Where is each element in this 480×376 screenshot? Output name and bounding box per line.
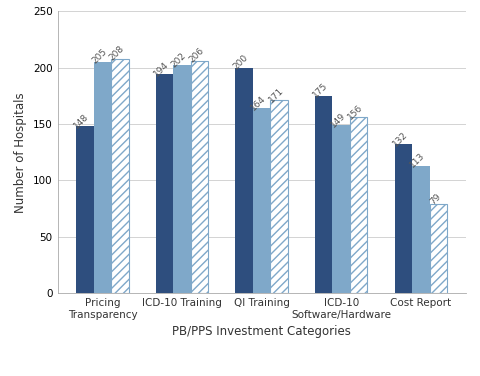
Bar: [395, 144, 412, 293]
Bar: [235, 68, 253, 293]
Text: 175: 175: [311, 81, 330, 100]
Text: 194: 194: [152, 60, 170, 78]
Bar: [191, 61, 208, 293]
Bar: [315, 96, 333, 293]
Bar: [156, 74, 173, 293]
Bar: [76, 126, 94, 293]
Text: 208: 208: [108, 44, 126, 62]
Text: 149: 149: [329, 111, 347, 129]
Text: 200: 200: [232, 53, 250, 71]
Bar: [173, 65, 191, 293]
Text: 164: 164: [249, 94, 268, 112]
Bar: [333, 125, 350, 293]
Text: 171: 171: [267, 86, 285, 104]
Text: 113: 113: [408, 151, 427, 170]
Text: 156: 156: [346, 103, 365, 121]
Text: 202: 202: [169, 51, 188, 69]
Text: 206: 206: [187, 46, 205, 65]
Bar: [253, 108, 270, 293]
Text: 205: 205: [90, 47, 108, 66]
Bar: [350, 117, 368, 293]
Bar: [430, 204, 447, 293]
Bar: [111, 59, 129, 293]
Bar: [412, 166, 430, 293]
Text: 79: 79: [428, 191, 443, 206]
Bar: [94, 62, 111, 293]
Bar: [270, 100, 288, 293]
Y-axis label: Number of Hospitals: Number of Hospitals: [14, 92, 27, 212]
Text: 132: 132: [391, 130, 409, 148]
Text: 148: 148: [72, 112, 91, 130]
X-axis label: PB/PPS Investment Categories: PB/PPS Investment Categories: [172, 325, 351, 338]
